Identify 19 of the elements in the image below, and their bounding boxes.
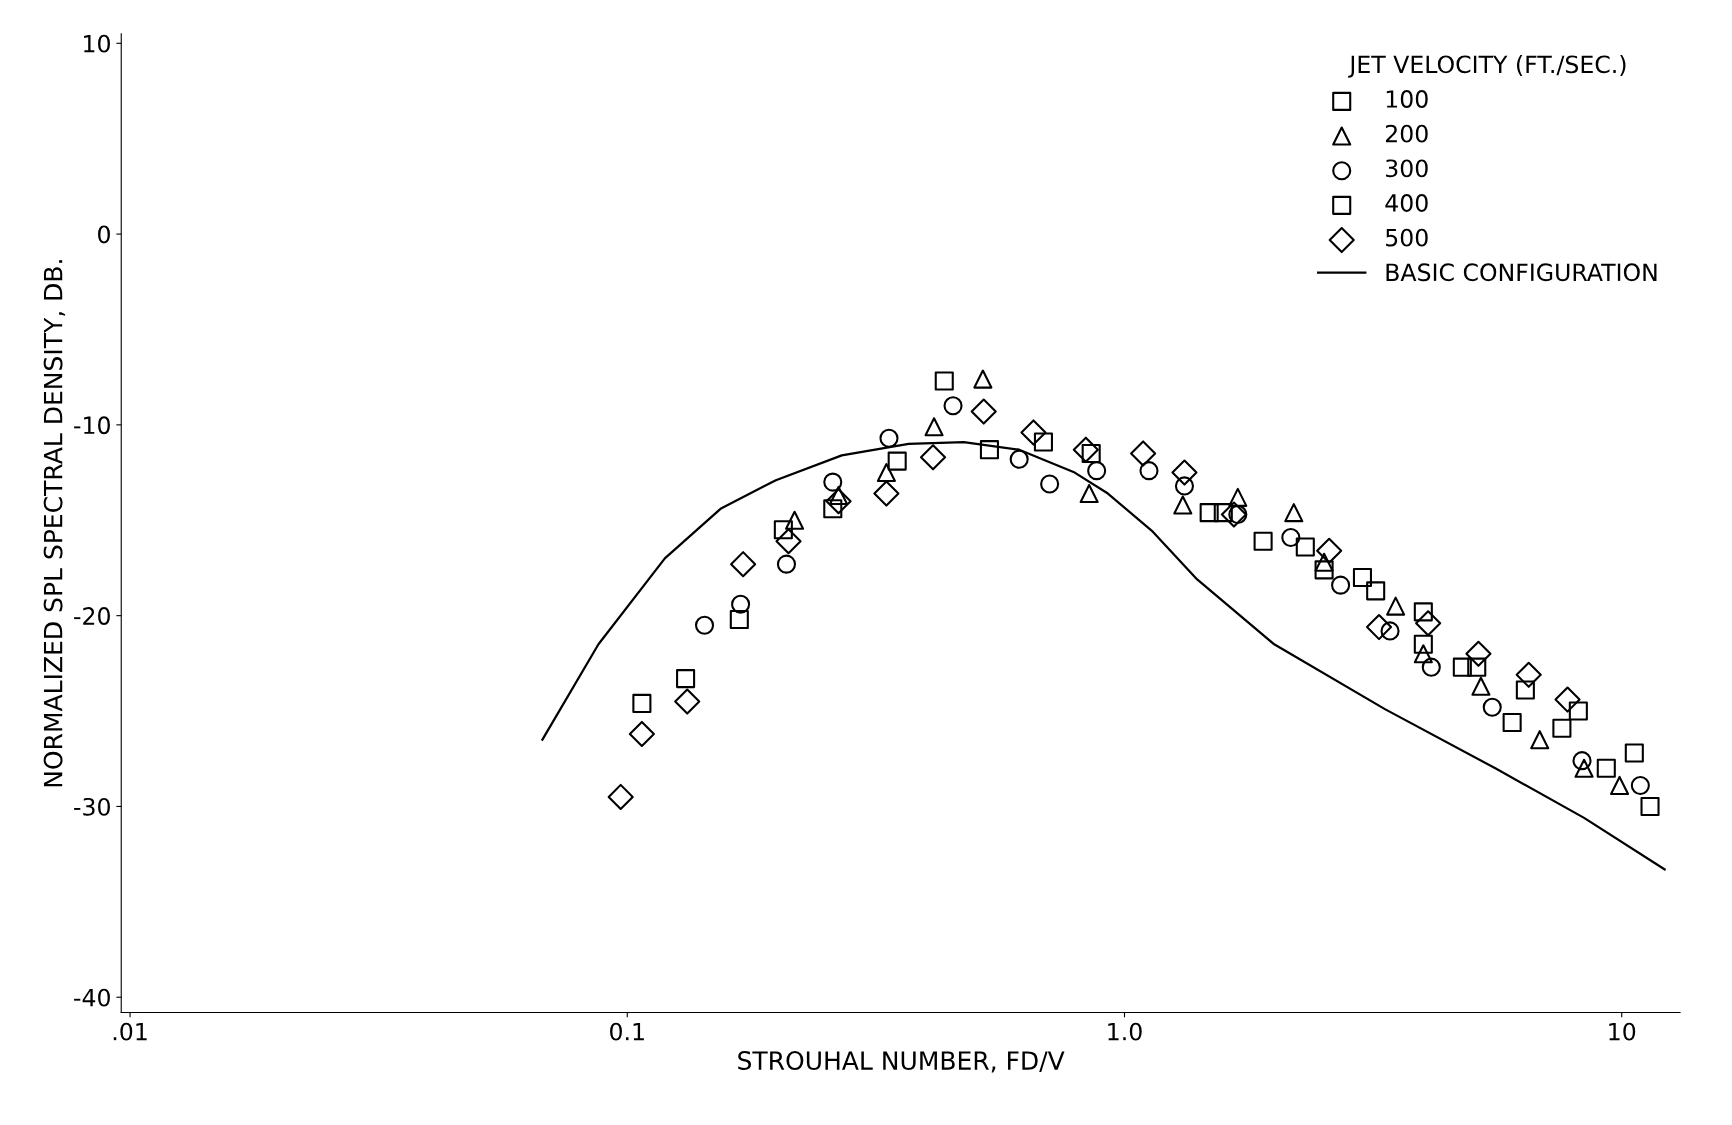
y-tick-label: -30 bbox=[74, 797, 110, 816]
legend-label: 300 bbox=[1386, 159, 1428, 178]
y-axis-title: NORMALIZED SPL SPECTRAL DENSITY, DB. bbox=[43, 260, 66, 787]
x-tick-label: .01 bbox=[113, 1022, 147, 1041]
y-tick-label: -10 bbox=[74, 416, 110, 435]
x-tick-label: 1.0 bbox=[1108, 1022, 1142, 1041]
legend-label: 200 bbox=[1385, 124, 1428, 143]
x-axis-title: STROUHAL NUMBER, FD/V bbox=[738, 1051, 1065, 1073]
y-tick-label: 0 bbox=[98, 225, 110, 244]
y-tick-label: -40 bbox=[74, 988, 110, 1007]
y-tick-label: -20 bbox=[74, 607, 110, 625]
legend-label: 400 bbox=[1385, 194, 1428, 212]
legend-label: BASIC CONFIGURATION bbox=[1386, 263, 1657, 282]
y-tick-label: 10 bbox=[84, 34, 110, 53]
legend-label: 500 bbox=[1386, 228, 1428, 247]
legend-label: 100 bbox=[1386, 90, 1428, 108]
x-tick-label: 0.1 bbox=[610, 1022, 644, 1041]
legend-title: JET VELOCITY (FT./SEC.) bbox=[1348, 55, 1626, 78]
x-tick-label: 10 bbox=[1609, 1022, 1636, 1041]
